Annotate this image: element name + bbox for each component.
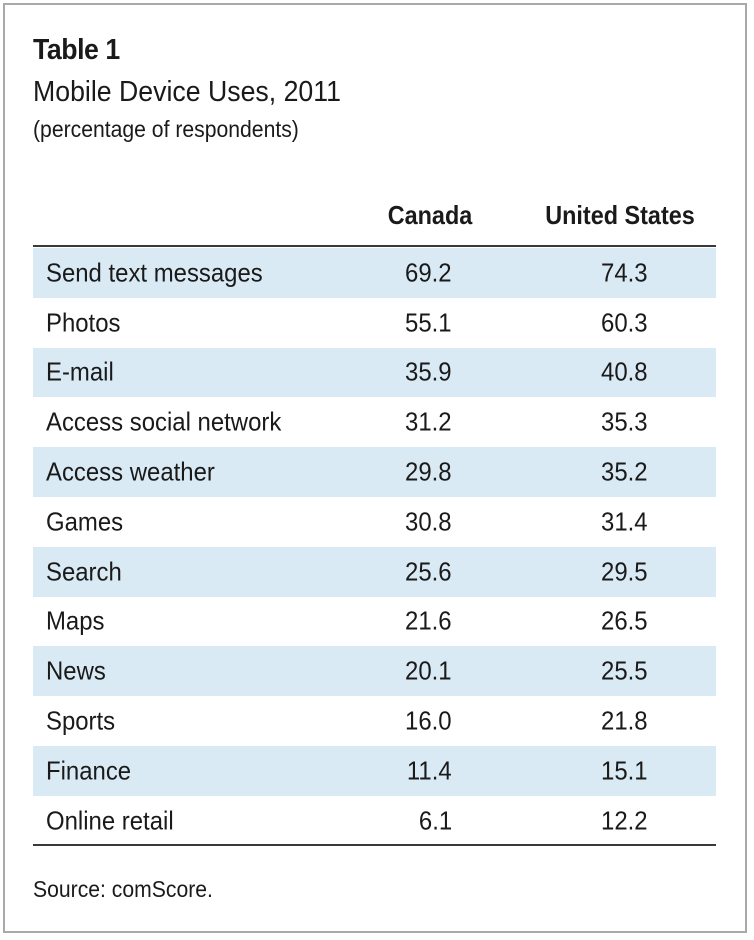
table-bottom-rule	[33, 844, 716, 846]
table-row: Search 25.6 29.5	[33, 546, 716, 597]
cell-united-states: 21.8	[601, 705, 648, 736]
table-row: Maps 21.6 26.5	[33, 597, 716, 647]
row-label: Finance	[46, 755, 132, 786]
column-header-united-states: United States	[545, 200, 695, 230]
table-body: Send text messages 69.2 74.3 Photos 55.1 60.3…	[33, 248, 716, 846]
table-row: Sports 16.0 21.8	[33, 696, 716, 746]
cell-united-states: 29.5	[601, 556, 648, 587]
cell-united-states: 15.1	[601, 755, 648, 786]
table-row: Access social network 31.2 35.3	[33, 397, 716, 447]
cell-united-states: 26.5	[601, 605, 648, 636]
cell-canada: 31.2	[405, 406, 452, 437]
table-top-rule	[33, 245, 716, 247]
row-label: News	[46, 655, 106, 686]
table-heading: Table 1	[33, 34, 120, 66]
row-label: Access social network	[46, 406, 282, 437]
cell-canada: 20.1	[405, 655, 452, 686]
cell-united-states: 35.3	[601, 406, 648, 437]
row-label: Access weather	[46, 456, 215, 487]
table-row: Send text messages 69.2 74.3	[33, 248, 716, 298]
row-label: Photos	[46, 307, 121, 338]
table-row: Games 30.8 31.4	[33, 497, 716, 547]
cell-canada: 21.6	[405, 605, 452, 636]
cell-canada: 30.8	[405, 506, 452, 537]
cell-canada: 35.9	[405, 356, 452, 387]
table-row: Photos 55.1 60.3	[33, 298, 716, 348]
row-label: Online retail	[46, 805, 174, 836]
cell-canada: 69.2	[405, 257, 452, 288]
row-label: Sports	[46, 705, 116, 736]
cell-canada: 16.0	[405, 705, 452, 736]
row-label: Send text messages	[46, 257, 263, 288]
cell-canada: 25.6	[405, 556, 452, 587]
row-label: Games	[46, 506, 124, 537]
cell-united-states: 31.4	[601, 506, 648, 537]
row-label: Search	[46, 556, 122, 587]
table-row: E-mail 35.9 40.8	[33, 347, 716, 398]
table-units: (percentage of respondents)	[33, 116, 299, 142]
table-row: Finance 11.4 15.1	[33, 745, 716, 796]
table-row: News 20.1 25.5	[33, 646, 716, 697]
cell-united-states: 60.3	[601, 307, 648, 338]
table-row: Access weather 29.8 35.2	[33, 447, 716, 497]
cell-canada: 11.4	[407, 755, 452, 786]
cell-united-states: 12.2	[601, 805, 648, 836]
cell-canada: 29.8	[405, 456, 452, 487]
row-label: Maps	[46, 605, 105, 636]
row-label: E-mail	[46, 356, 114, 387]
cell-canada: 6.1	[418, 805, 452, 836]
cell-canada: 55.1	[405, 307, 452, 338]
cell-united-states: 74.3	[601, 257, 648, 288]
table-source-note: Source: comScore.	[33, 876, 213, 902]
column-header-canada: Canada	[387, 200, 473, 230]
cell-united-states: 40.8	[601, 356, 648, 387]
table-title: Mobile Device Uses, 2011	[33, 76, 341, 108]
cell-united-states: 25.5	[601, 655, 648, 686]
table-row: Online retail 6.1 12.2	[33, 796, 716, 846]
cell-united-states: 35.2	[601, 456, 648, 487]
